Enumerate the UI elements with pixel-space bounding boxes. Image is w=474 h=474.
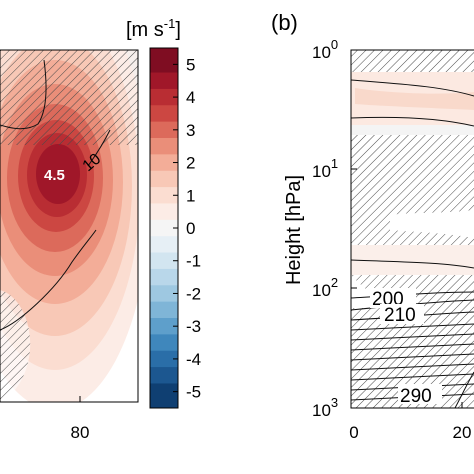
x-tick-label: 0 [349,423,358,442]
panel-a-hatch-top [0,50,138,145]
colorbar-segment [150,383,178,409]
y-tick-label: 103 [312,395,338,420]
panel-a-contour-line [0,229,97,331]
panel-b-x-axis: 0 20 [349,402,471,442]
colorbar-tick-label: 3 [186,121,195,140]
panel-a-contour-line [0,59,47,130]
colorbar: 5 4 3 2 1 0 -1 -2 -3 -4 -5 [m s-1] [126,16,201,409]
colorbar-segment [150,318,178,335]
colorbar-segment [150,105,178,123]
colorbar-tick-label: 5 [186,55,195,74]
panel-label-b: (b) [271,10,298,35]
colorbar-segment [150,350,178,368]
colorbar-segment [150,301,178,319]
colorbar-segment [150,252,178,270]
y-tick-label: 100 [312,37,338,62]
max-value-label: 4.5 [44,167,65,184]
colorbar-segment [150,203,178,221]
panel-b-frame [350,49,474,409]
colorbar-tick-label: 1 [186,186,195,205]
colorbar-segment [150,138,178,155]
colorbar-segment [150,334,178,352]
x-tick-label: 80 [71,423,90,442]
colorbar-segment [150,285,178,303]
y-axis-label: Height [hPa] [283,175,305,285]
colorbar-segment [150,187,178,204]
colorbar-tick-label: 2 [186,154,195,173]
colorbar-tick-label: -1 [186,252,201,271]
colorbar-segments [150,48,178,409]
panel-b-contour-lines [351,79,474,408]
colorbar-segment [150,170,178,188]
colorbar-segment [150,154,178,172]
colorbar-tick-label: -4 [186,350,201,369]
y-tick-label: 101 [312,156,338,181]
colorbar-tick-label: -5 [186,383,201,402]
colorbar-segment [150,121,178,139]
colorbar-segment [150,48,178,74]
colorbar-tick-label: -3 [186,317,201,336]
colorbar-segment [150,219,178,237]
colorbar-segment [150,367,178,384]
x-tick-label: 20 [453,423,472,442]
contour-label-290: 290 [400,386,432,407]
colorbar-segment [150,236,178,254]
colorbar-ticks: 5 4 3 2 1 0 -1 -2 -3 -4 -5 [173,55,201,402]
panel-a-contour-line [87,129,111,167]
panel-b-plot: 200 210 290 [351,50,474,408]
colorbar-tick-label: -2 [186,284,201,303]
colorbar-segment [150,88,178,106]
y-tick-label: 102 [312,275,338,300]
panel-a-frame [0,49,139,403]
contour-label-210: 210 [384,305,416,326]
colorbar-unit: [m s-1] [126,16,181,41]
colorbar-segment [150,72,178,90]
colorbar-tick-label: 0 [186,219,195,238]
colorbar-segment [150,268,178,286]
panel-a-x-axis: 80 [71,396,90,442]
panel-b-y-axis: 100 101 102 103 [312,37,357,420]
panel-a-plot: 10 4.5 [0,50,138,402]
panel-a-hatch-bottom [0,290,31,402]
colorbar-tick-label: 4 [186,88,195,107]
